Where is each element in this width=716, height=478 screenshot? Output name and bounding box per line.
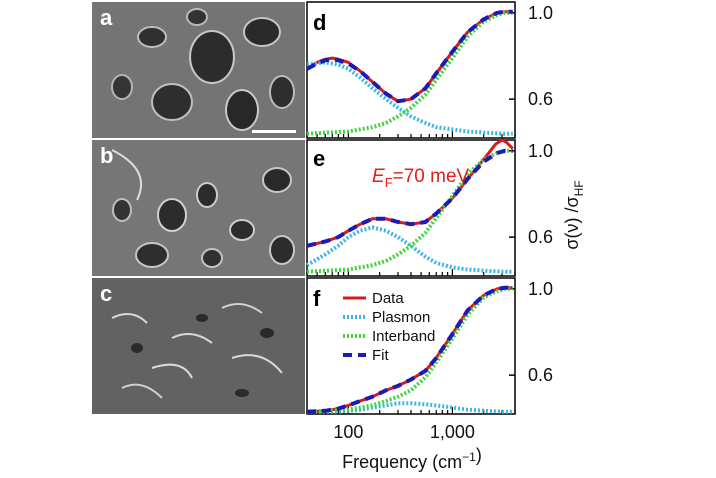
sem-image-c <box>92 278 305 414</box>
series-fit-e <box>306 148 513 248</box>
legend-label-interband: Interband <box>372 328 435 345</box>
series-data-f <box>306 286 513 414</box>
series-interband-e <box>306 148 513 274</box>
panel-label-b: b <box>100 143 114 168</box>
series-plasmon-e <box>305 225 513 274</box>
legend-label-plasmon: Plasmon <box>372 309 430 326</box>
panel-label-f: f <box>313 286 321 311</box>
scale-bar <box>252 130 296 133</box>
series-interband-f <box>306 286 513 414</box>
panel-label-c: c <box>100 281 113 306</box>
plot-panels: 0.6 1.0 0.6 1.0 0.6 1.0 100 1,000 <box>305 1 553 442</box>
panel-label-d: d <box>313 10 326 35</box>
y-tick-label-e: 0.6 <box>528 227 553 247</box>
x-tick-label: 100 <box>333 422 363 442</box>
legend: Data Plasmon Interband Fit <box>343 290 435 364</box>
panel-label-e: e <box>313 146 325 171</box>
sem-panel-c: c <box>92 278 305 414</box>
y-tick-label-f: 0.6 <box>528 365 553 385</box>
x-axis-title: Frequency (cm−1) <box>342 445 482 472</box>
y-tick-label-d: 0.6 <box>528 89 553 109</box>
legend-label-data: Data <box>372 290 404 307</box>
sem-image-a <box>92 2 305 138</box>
fermi-energy-annotation: EF=70 meV <box>372 166 470 190</box>
series-data-e <box>306 138 514 248</box>
x-tick-label: 1,000 <box>430 422 475 442</box>
y-tick-label-d: 1.0 <box>528 3 553 23</box>
y-axis-title: σ(ν) /σHF <box>562 180 586 249</box>
series-data-d <box>306 10 513 103</box>
sem-panel-a: a <box>92 2 305 138</box>
series-fit-d <box>306 9 513 104</box>
sem-panel-b: b <box>92 140 305 276</box>
y-tick-label-f: 1.0 <box>528 279 553 299</box>
panel-label-a: a <box>100 5 113 30</box>
series-fit-f <box>306 285 513 414</box>
series-interband-d <box>306 10 513 136</box>
legend-label-fit: Fit <box>372 347 389 364</box>
sem-image-b <box>92 140 305 276</box>
y-tick-label-e: 1.0 <box>528 141 553 161</box>
